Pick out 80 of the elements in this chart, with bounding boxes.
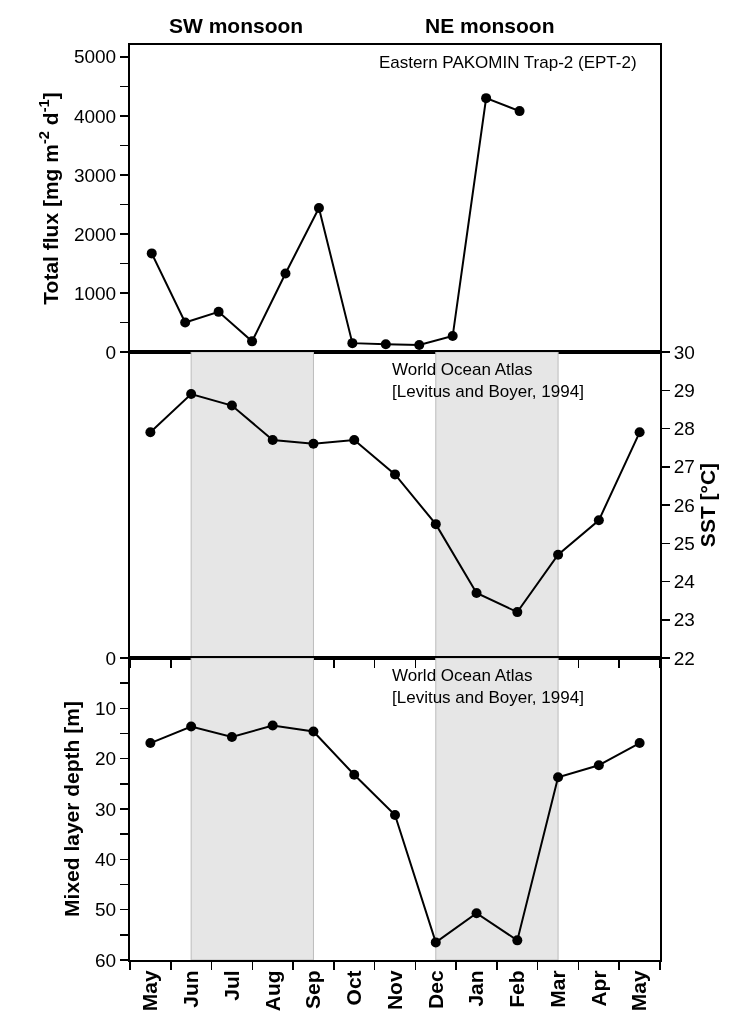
point (308, 726, 319, 737)
y2-tick-label: 24 (673, 571, 696, 593)
y2-axis-title: SST [°C] (696, 462, 720, 548)
y2-tick-label: 27 (673, 456, 695, 478)
point (414, 339, 425, 350)
y2-tick-label: 29 (673, 379, 695, 401)
y-tick-label: 3000 (73, 164, 117, 186)
annotation: Eastern PAKOMIN Trap-2 (EPT-2) (379, 53, 637, 72)
y-tick-label: 10 (95, 697, 117, 719)
x-tick-label: May (138, 970, 162, 1012)
point (280, 268, 291, 279)
point (145, 738, 156, 749)
y-tick-label: 5000 (73, 46, 117, 68)
point (380, 339, 391, 350)
point (512, 607, 523, 618)
y-tick-label: 50 (95, 899, 117, 921)
point (593, 760, 604, 771)
point (267, 720, 278, 731)
point (349, 434, 360, 445)
y2-tick-label: 30 (673, 341, 695, 363)
x-tick-label: Jun (178, 970, 202, 1008)
x-tick-label: Mar (545, 970, 569, 1008)
point (634, 427, 645, 438)
point (634, 738, 645, 749)
point (471, 908, 482, 919)
point (313, 202, 324, 213)
x-tick-label: Nov (382, 970, 406, 1011)
point (180, 317, 191, 328)
point (186, 389, 197, 400)
x-tick-label: Jan (464, 970, 488, 1007)
annotation: World Ocean Atlas [Levitus and Boyer, 1994] (392, 666, 584, 708)
point (267, 434, 278, 445)
y2-tick-label: 25 (673, 532, 695, 554)
point (226, 732, 237, 743)
x-tick-label: May (627, 970, 651, 1012)
y-tick-label: 20 (95, 748, 117, 770)
point (430, 937, 441, 948)
point (186, 721, 197, 732)
y-tick-label: 4000 (73, 105, 117, 127)
x-tick-label: Sep (301, 970, 325, 1009)
point (593, 515, 604, 526)
y-tick-label: 2000 (73, 223, 117, 245)
point (347, 338, 358, 349)
text: SW monsoon (169, 14, 304, 37)
y2-tick-label: 28 (673, 418, 695, 440)
point (146, 248, 157, 259)
y-tick-label: 30 (95, 798, 117, 820)
x-tick-label: Aug (260, 970, 284, 1012)
point (512, 935, 523, 946)
y2-tick-label: 22 (673, 647, 695, 669)
y-tick-label: 60 (95, 949, 117, 971)
x-tick-label: Feb (505, 970, 529, 1008)
point (349, 769, 360, 780)
point (145, 427, 156, 438)
point (390, 469, 400, 480)
x-tick-label: Dec (423, 970, 447, 1009)
point (553, 549, 564, 560)
point (553, 772, 564, 783)
text: NE monsoon (425, 14, 555, 37)
x-tick-label: Apr (586, 970, 610, 1007)
point (226, 400, 237, 411)
point (213, 306, 224, 317)
y-tick-label: 0 (105, 341, 117, 363)
point (481, 93, 492, 104)
point (390, 810, 400, 821)
point (430, 519, 441, 530)
y-axis-title: Mixed layer depth [m] (59, 701, 83, 917)
point (447, 331, 458, 342)
point (308, 438, 319, 449)
y2-tick-label: 23 (673, 609, 695, 631)
y-tick-label: 40 (95, 848, 117, 870)
x-tick-label: Jul (219, 970, 243, 1001)
point (514, 106, 525, 117)
point (471, 587, 482, 598)
x-tick-label: Oct (342, 970, 366, 1006)
y2-tick-label: 26 (673, 494, 695, 516)
y-tick-label: 1000 (73, 282, 117, 304)
annotation: World Ocean Atlas [Levitus and Boyer, 1994] (392, 360, 584, 402)
point (247, 336, 258, 347)
y-tick-label: 0 (105, 647, 117, 669)
